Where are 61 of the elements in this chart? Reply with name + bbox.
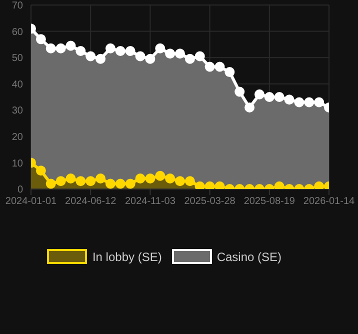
point <box>76 46 86 56</box>
point <box>175 48 185 59</box>
point <box>214 62 225 72</box>
y-tick-label: 50 <box>12 53 24 64</box>
point <box>66 173 76 184</box>
x-tick-label: 2024-06-12 <box>65 196 117 208</box>
x-tick-label: 2025-03-28 <box>184 196 236 208</box>
point <box>56 43 66 54</box>
legend-label: Casino (SE) <box>216 250 282 264</box>
point <box>105 178 116 189</box>
point <box>36 34 46 44</box>
point <box>204 62 215 72</box>
x-tick-label: 2026-01-14 <box>303 196 356 208</box>
point <box>184 54 195 64</box>
point <box>86 51 96 62</box>
point <box>155 170 166 181</box>
point <box>46 178 56 189</box>
point <box>304 97 314 108</box>
point <box>165 48 176 59</box>
point <box>46 43 56 54</box>
point <box>36 166 46 176</box>
point <box>115 46 126 56</box>
point <box>135 51 146 62</box>
point <box>145 54 156 64</box>
point <box>86 176 96 186</box>
point <box>125 46 136 56</box>
point <box>165 173 176 184</box>
y-tick-label: 0 <box>17 184 24 196</box>
point <box>115 178 126 189</box>
y-tick-label: 60 <box>12 26 24 38</box>
point <box>105 43 116 54</box>
point <box>175 176 185 186</box>
y-tick-label: 10 <box>12 158 24 170</box>
point <box>284 94 294 105</box>
point <box>294 97 304 108</box>
point <box>224 67 235 78</box>
point <box>76 176 86 186</box>
point <box>314 97 324 108</box>
x-tick-label: 2024-11-03 <box>124 196 176 208</box>
point <box>135 173 146 184</box>
point <box>125 178 136 189</box>
y-tick-label: 30 <box>12 106 24 117</box>
y-tick-label: 70 <box>12 0 24 12</box>
y-tick-label: 40 <box>12 79 24 90</box>
x-tick-label: 2024-01-01 <box>5 196 58 208</box>
y-tick-label: 20 <box>12 132 24 143</box>
point <box>96 173 106 184</box>
point <box>254 89 264 100</box>
point <box>234 86 245 97</box>
point <box>264 92 274 102</box>
point <box>274 92 284 102</box>
point <box>184 176 195 186</box>
x-tick-label: 2025-08-19 <box>244 196 296 208</box>
point <box>244 102 255 113</box>
point <box>155 43 166 54</box>
point <box>194 51 205 62</box>
point <box>66 40 76 51</box>
point <box>96 54 106 64</box>
point <box>56 176 66 186</box>
legend-label: In lobby (SE) <box>92 250 162 264</box>
point <box>145 173 156 184</box>
